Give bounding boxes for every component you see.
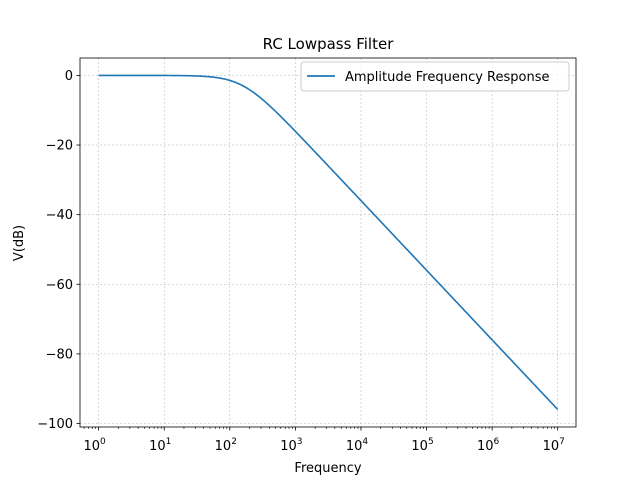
- y-axis-label: V(dB): [12, 225, 27, 261]
- chart-title: RC Lowpass Filter: [263, 35, 395, 53]
- y-tick-label: −80: [46, 347, 73, 362]
- y-tick-label: −20: [46, 139, 73, 154]
- y-tick-label: −100: [37, 417, 73, 432]
- y-tick-label: −60: [46, 278, 73, 293]
- y-tick-label: −40: [46, 208, 73, 223]
- legend: Amplitude Frequency Response: [301, 62, 569, 91]
- y-tick-label: 0: [65, 69, 73, 84]
- x-axis-label: Frequency: [294, 461, 361, 476]
- legend-entry-label: Amplitude Frequency Response: [345, 70, 549, 85]
